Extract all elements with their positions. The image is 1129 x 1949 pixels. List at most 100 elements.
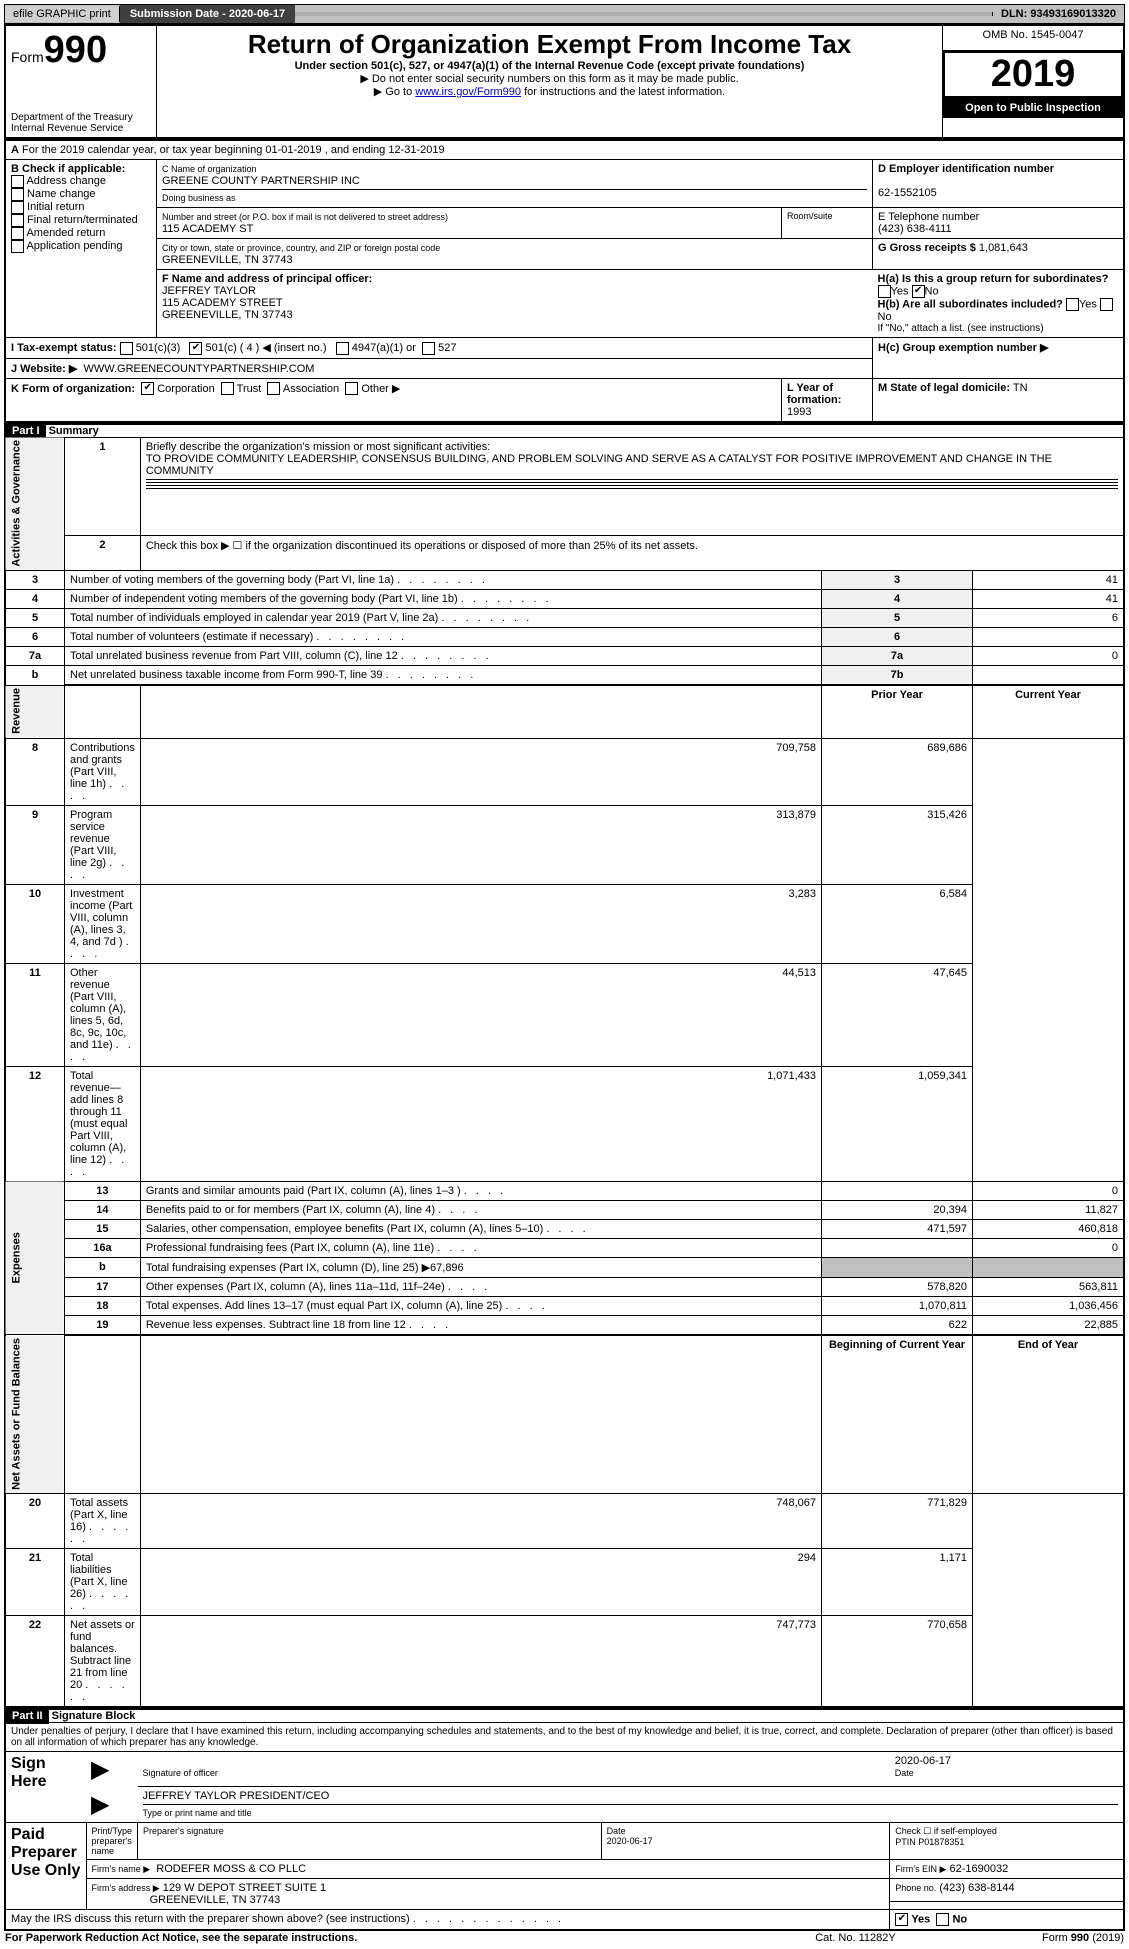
hb-no-checkbox[interactable]: [1100, 298, 1113, 311]
line-text: Total fundraising expenses (Part IX, col…: [140, 1257, 821, 1277]
city-state-zip: GREENEVILLE, TN 37743: [162, 254, 293, 266]
section-m: M State of legal domicile: TN: [873, 378, 1125, 422]
current-value: 1,059,341: [822, 1066, 973, 1181]
line-text: Contributions and grants (Part VIII, lin…: [65, 738, 141, 805]
discuss-question: May the IRS discuss this return with the…: [5, 1910, 890, 1931]
end-year-header: End of Year: [973, 1335, 1125, 1494]
k-opt-checkbox[interactable]: [221, 382, 234, 395]
b-opt-checkbox[interactable]: [11, 214, 24, 227]
typed-label: Type or print name and title: [143, 1808, 252, 1818]
prior-value: [822, 1238, 973, 1257]
i-501c-checkbox[interactable]: [189, 342, 202, 355]
org-name: GREENE COUNTY PARTNERSHIP INC: [162, 175, 360, 187]
part2-title: Signature Block: [52, 1710, 136, 1722]
officer-addr2: GREENEVILLE, TN 37743: [162, 309, 293, 321]
ein: 62-1552105: [878, 187, 937, 199]
exp-label: Expenses: [5, 1181, 65, 1335]
form-note1: ▶ Do not enter social security numbers o…: [162, 72, 937, 85]
dln: DLN: 93493169013320: [993, 6, 1124, 22]
line-text: Grants and similar amounts paid (Part IX…: [140, 1181, 821, 1200]
ha-no-checkbox[interactable]: [912, 285, 925, 298]
i-527-checkbox[interactable]: [422, 342, 435, 355]
i-4947-checkbox[interactable]: [336, 342, 349, 355]
form990-link[interactable]: www.irs.gov/Form990: [415, 86, 521, 98]
line-num: 21: [5, 1548, 65, 1615]
part2-table: Part II Signature Block Under penalties …: [4, 1708, 1125, 1932]
line-num: 10: [5, 884, 65, 963]
line-box: 5: [822, 609, 973, 628]
line-num: 8: [5, 738, 65, 805]
section-h-b: H(b) Are all subordinates included? Yes …: [878, 298, 1119, 323]
b-opt-checkbox[interactable]: [11, 201, 24, 214]
line-num: 22: [5, 1615, 65, 1707]
discuss-no-checkbox[interactable]: [936, 1913, 949, 1926]
line-text: Net unrelated business taxable income fr…: [65, 666, 822, 686]
section-j: J Website: ▶ WWW.GREENECOUNTYPARTNERSHIP…: [5, 358, 873, 378]
line-text: Other revenue (Part VIII, column (A), li…: [65, 963, 141, 1066]
line-text: Other expenses (Part IX, column (A), lin…: [140, 1277, 821, 1296]
sig-date: 2020-06-17: [895, 1755, 951, 1767]
prior-value: 3,283: [140, 884, 821, 963]
form-header: Form990 Department of the Treasury Inter…: [4, 24, 1125, 139]
prior-value: 578,820: [822, 1277, 973, 1296]
line-value: 6: [973, 609, 1125, 628]
line-num: 6: [5, 628, 65, 647]
firm-address: Firm's address ▶ 129 W DEPOT STREET SUIT…: [86, 1879, 890, 1910]
current-year-header: Current Year: [973, 685, 1125, 738]
line-num: b: [65, 1257, 141, 1277]
cat-number: Cat. No. 11282Y: [767, 1931, 945, 1945]
submission-date[interactable]: Submission Date - 2020-06-17: [120, 5, 295, 23]
line-num: 5: [5, 609, 65, 628]
discuss-yes-checkbox[interactable]: [895, 1913, 908, 1926]
section-g: G Gross receipts $ 1,081,643: [873, 239, 1125, 270]
question-1: Briefly describe the organization's miss…: [140, 437, 1124, 536]
addr-label: Number and street (or P.O. box if mail i…: [162, 212, 448, 222]
line-text: Revenue less expenses. Subtract line 18 …: [140, 1315, 821, 1335]
ptin-cell: Check ☐ if self-employed PTIN P01878351: [890, 1823, 1124, 1860]
k-opt-checkbox[interactable]: [141, 382, 154, 395]
b-opt-checkbox[interactable]: [11, 188, 24, 201]
efile-label[interactable]: efile GRAPHIC print: [5, 6, 120, 22]
section-d-label: D Employer identification number: [878, 163, 1054, 175]
current-value: 11,827: [973, 1200, 1125, 1219]
phone: (423) 638-4111: [878, 223, 952, 235]
b-opt-checkbox[interactable]: [11, 227, 24, 240]
prior-value: 44,513: [140, 963, 821, 1066]
greyed-cell: [822, 1257, 973, 1277]
k-opt-checkbox[interactable]: [345, 382, 358, 395]
line-box: 7b: [822, 666, 973, 686]
net-label: Net Assets or Fund Balances: [5, 1335, 65, 1494]
current-value: 689,686: [822, 738, 973, 805]
paid-preparer-label: Paid Preparer Use Only: [5, 1823, 86, 1910]
begin-value: 294: [140, 1548, 821, 1615]
prep-sig-label: Preparer's signature: [138, 1823, 602, 1860]
line-box: 3: [822, 571, 973, 590]
line-box: 6: [822, 628, 973, 647]
prior-value: 471,597: [822, 1219, 973, 1238]
firm-name: Firm's name ▶ RODEFER MOSS & CO PLLC: [86, 1860, 890, 1879]
line-num: b: [5, 666, 65, 686]
current-value: 460,818: [973, 1219, 1125, 1238]
b-opt-checkbox[interactable]: [11, 175, 24, 188]
line-num: 4: [5, 590, 65, 609]
b-opt-checkbox[interactable]: [11, 240, 24, 253]
room-label: Room/suite: [782, 208, 873, 239]
officer-addr1: 115 ACADEMY STREET: [162, 297, 283, 309]
omb-number: OMB No. 1545-0047: [943, 25, 1125, 50]
line-text: Number of voting members of the governin…: [65, 571, 822, 590]
firm-phone: Phone no. (423) 638-8144: [890, 1879, 1124, 1902]
line-num: 14: [65, 1200, 141, 1219]
i-501c3-checkbox[interactable]: [120, 342, 133, 355]
line-num: 16a: [65, 1238, 141, 1257]
ha-yes-checkbox[interactable]: [878, 285, 891, 298]
line-text: Salaries, other compensation, employee b…: [140, 1219, 821, 1238]
tax-year: 2019: [943, 51, 1123, 98]
section-f-label: F Name and address of principal officer:: [162, 273, 372, 285]
line-num: 19: [65, 1315, 141, 1335]
part1-title: Summary: [49, 425, 99, 437]
k-opt-checkbox[interactable]: [267, 382, 280, 395]
line-box: 7a: [822, 647, 973, 666]
line-box: 4: [822, 590, 973, 609]
hb-yes-checkbox[interactable]: [1066, 298, 1079, 311]
prior-value: 622: [822, 1315, 973, 1335]
